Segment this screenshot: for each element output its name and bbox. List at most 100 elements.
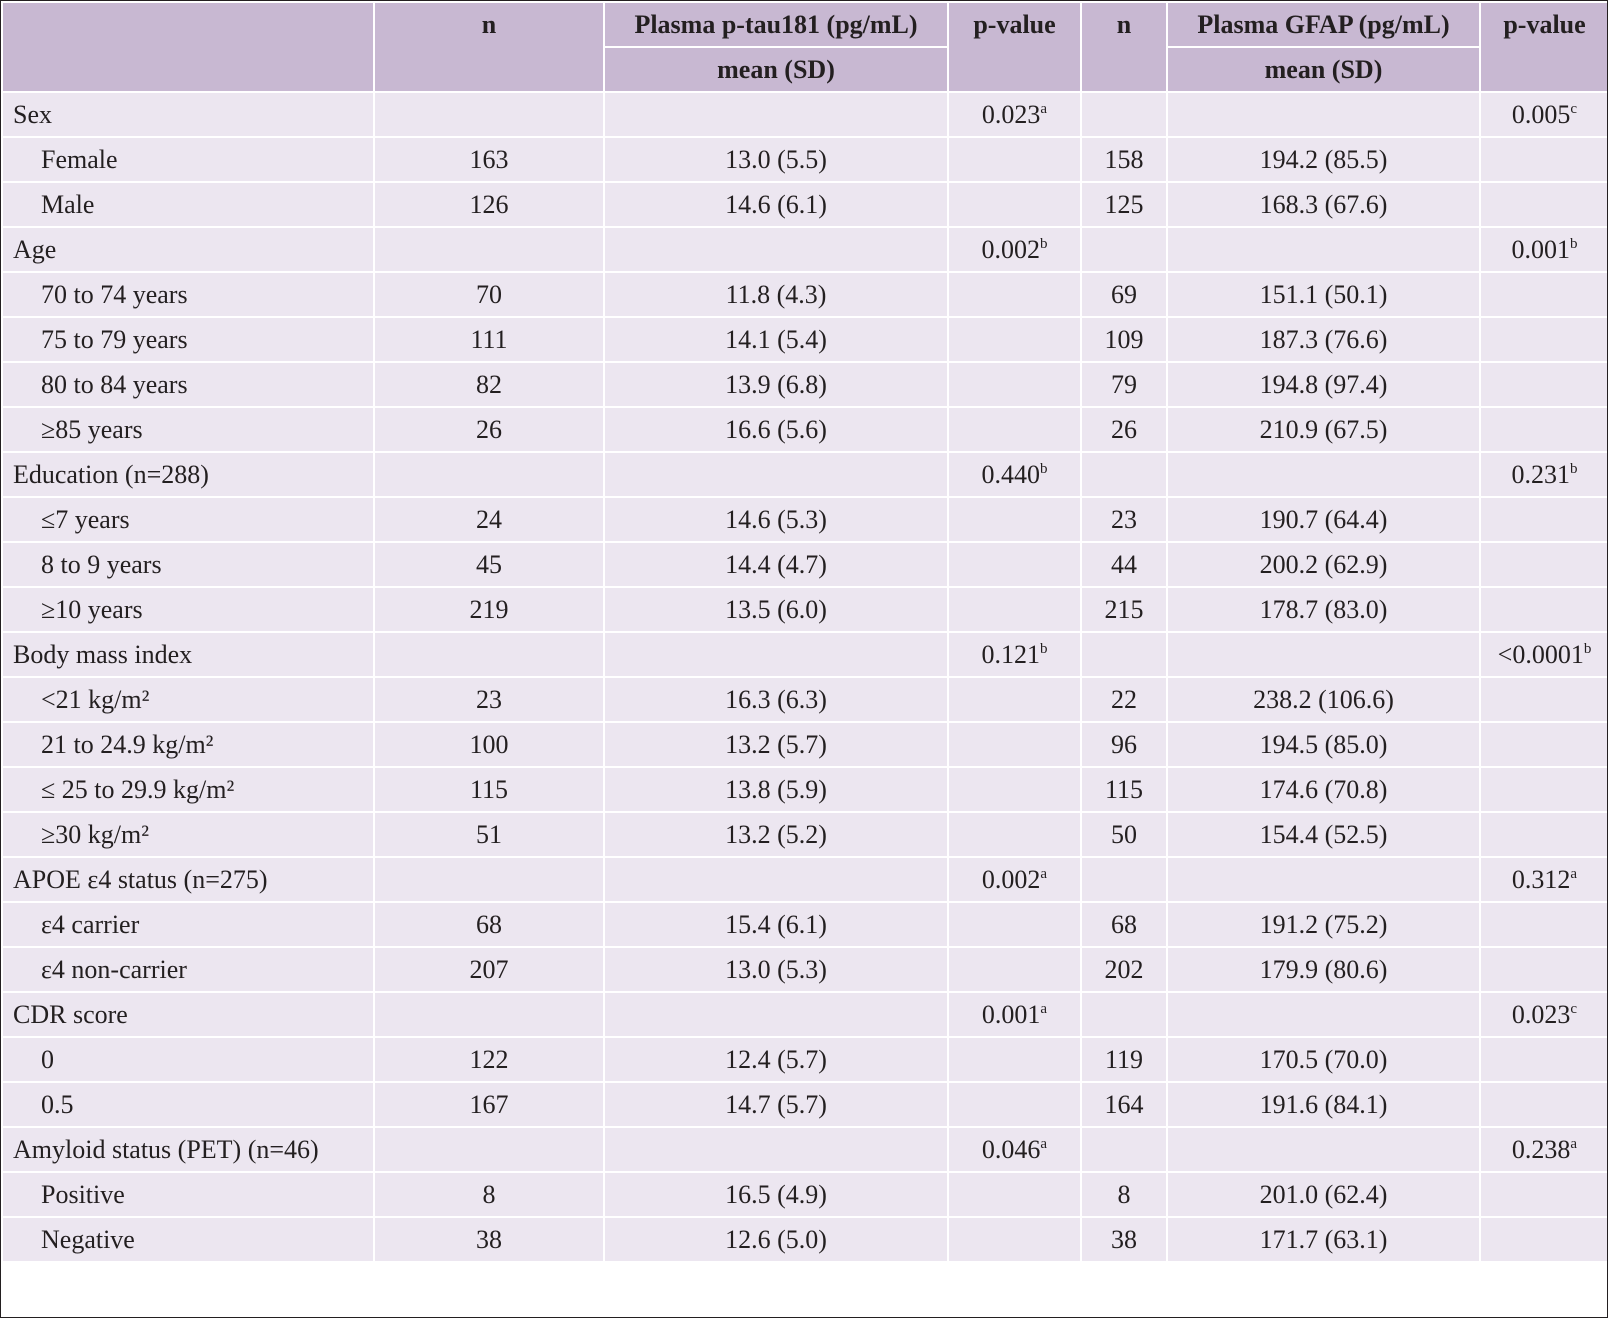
n-ptau-text: 45	[476, 550, 502, 579]
pvalue-footnote-marker: a	[1040, 101, 1048, 117]
n-gfap-cell: 79	[1080, 361, 1168, 408]
n-ptau-text: 26	[476, 415, 502, 444]
n-gfap-cell: 115	[1080, 766, 1168, 813]
gfap-mean-sd-cell: 194.2 (85.5)	[1166, 136, 1481, 183]
gfap-mean-sd-cell	[1166, 856, 1481, 903]
pvalue-gfap-cell	[1479, 811, 1610, 858]
n-gfap-text: 23	[1111, 505, 1137, 534]
gfap-mean-sd-cell: 191.2 (75.2)	[1166, 901, 1481, 948]
pvalue-gfap-cell: 0.023c	[1479, 991, 1610, 1038]
ptau-mean-sd-cell: 13.9 (6.8)	[603, 361, 949, 408]
row-label-cell: ε4 carrier	[1, 901, 375, 948]
row-label-cell: ε4 non-carrier	[1, 946, 375, 993]
n-gfap-text: 158	[1104, 145, 1144, 174]
pvalue-ptau-text: 0.046	[981, 1135, 1041, 1164]
row-label-cell: Negative	[1, 1216, 375, 1263]
pvalue-ptau-text: 0.002	[981, 865, 1041, 894]
pvalue-gfap-cell: 0.312a	[1479, 856, 1610, 903]
pvalue-ptau-cell	[947, 1171, 1082, 1218]
gfap-mean-sd-text: 178.7 (83.0)	[1259, 595, 1388, 624]
ptau-mean-sd-cell: 16.6 (5.6)	[603, 406, 949, 453]
n-ptau-cell: 207	[373, 946, 605, 993]
gfap-mean-sd-cell: 187.3 (76.6)	[1166, 316, 1481, 363]
n-gfap-text: 68	[1111, 910, 1137, 939]
gfap-mean-sd-cell: 179.9 (80.6)	[1166, 946, 1481, 993]
n-ptau-cell: 23	[373, 676, 605, 723]
row-label-cell: ≥30 kg/m²	[1, 811, 375, 858]
row-label-cell: 80 to 84 years	[1, 361, 375, 408]
ptau-mean-sd-text: 13.0 (5.3)	[725, 955, 827, 984]
n-gfap-cell: 109	[1080, 316, 1168, 363]
pvalue-ptau-cell	[947, 1216, 1082, 1263]
ptau-mean-sd-cell: 13.0 (5.5)	[603, 136, 949, 183]
row-label-cell: 0.5	[1, 1081, 375, 1128]
table-row: Positive 8 16.5 (4.9) 8 201.0 (62.4)	[1, 1171, 1610, 1218]
ptau-mean-sd-text: 14.6 (5.3)	[725, 505, 827, 534]
ptau-mean-sd-text: 14.7 (5.7)	[725, 1090, 827, 1119]
table-row: Female 163 13.0 (5.5) 158 194.2 (85.5)	[1, 136, 1610, 183]
table-row: Negative 38 12.6 (5.0) 38 171.7 (63.1)	[1, 1216, 1610, 1263]
header-gfap-title: Plasma GFAP (pg/mL)	[1166, 1, 1481, 48]
n-ptau-cell	[373, 631, 605, 678]
gfap-mean-sd-text: 168.3 (67.6)	[1259, 190, 1388, 219]
gfap-mean-sd-cell	[1166, 631, 1481, 678]
n-gfap-cell: 215	[1080, 586, 1168, 633]
n-ptau-text: 167	[469, 1090, 509, 1119]
table-row: Male 126 14.6 (6.1) 125 168.3 (67.6)	[1, 181, 1610, 228]
n-ptau-cell: 38	[373, 1216, 605, 1263]
n-gfap-cell	[1080, 91, 1168, 138]
n-ptau-text: 163	[469, 145, 509, 174]
ptau-mean-sd-cell: 14.4 (4.7)	[603, 541, 949, 588]
row-label-cell: 75 to 79 years	[1, 316, 375, 363]
pvalue-ptau-cell	[947, 676, 1082, 723]
pvalue-ptau-cell	[947, 181, 1082, 228]
table-row: ε4 non-carrier 207 13.0 (5.3) 202 179.9 (80.…	[1, 946, 1610, 993]
gfap-mean-sd-text: 170.5 (70.0)	[1259, 1045, 1388, 1074]
pvalue-ptau-cell	[947, 946, 1082, 993]
row-label-cell: Amyloid status (PET) (n=46)	[1, 1126, 375, 1173]
table-row: 75 to 79 years 111 14.1 (5.4) 109 187.3 (76.…	[1, 316, 1610, 363]
row-label-cell: 8 to 9 years	[1, 541, 375, 588]
ptau-mean-sd-cell: 16.5 (4.9)	[603, 1171, 949, 1218]
header-row-2: mean (SD) mean (SD)	[2, 46, 1609, 93]
pvalue-gfap-cell	[1479, 271, 1610, 318]
pvalue-gfap-cell	[1479, 901, 1610, 948]
header-n-gfap: n	[1080, 1, 1168, 93]
ptau-mean-sd-cell: 13.2 (5.7)	[603, 721, 949, 768]
pvalue-gfap-cell	[1479, 361, 1610, 408]
pvalue-ptau-cell	[947, 1081, 1082, 1128]
ptau-mean-sd-text: 16.6 (5.6)	[725, 415, 827, 444]
n-ptau-text: 219	[469, 595, 509, 624]
n-gfap-cell: 22	[1080, 676, 1168, 723]
n-ptau-cell: 100	[373, 721, 605, 768]
pvalue-ptau-cell: 0.023a	[947, 91, 1082, 138]
row-label-text: 80 to 84 years	[41, 370, 188, 399]
ptau-mean-sd-cell: 14.6 (6.1)	[603, 181, 949, 228]
pvalue-ptau-cell	[947, 586, 1082, 633]
n-gfap-cell: 8	[1080, 1171, 1168, 1218]
row-label-text: 70 to 74 years	[41, 280, 188, 309]
gfap-mean-sd-text: 191.6 (84.1)	[1259, 1090, 1388, 1119]
gfap-mean-sd-cell: 174.6 (70.8)	[1166, 766, 1481, 813]
table-row: ε4 carrier 68 15.4 (6.1) 68 191.2 (75.2)	[1, 901, 1610, 948]
row-label-text: ε4 carrier	[41, 910, 140, 939]
n-gfap-text: 50	[1111, 820, 1137, 849]
n-ptau-cell: 82	[373, 361, 605, 408]
n-ptau-text: 23	[476, 685, 502, 714]
pvalue-gfap-text: <0.0001	[1497, 640, 1584, 669]
ptau-mean-sd-cell: 13.5 (6.0)	[603, 586, 949, 633]
row-label-cell: APOE ε4 status (n=275)	[1, 856, 375, 903]
row-label-text: 8 to 9 years	[41, 550, 162, 579]
pvalue-ptau-cell	[947, 721, 1082, 768]
pvalue-gfap-cell	[1479, 181, 1610, 228]
pvalue-gfap-text: 0.023	[1511, 1000, 1571, 1029]
row-label-text: Positive	[41, 1180, 125, 1209]
pvalue-ptau-cell	[947, 541, 1082, 588]
ptau-mean-sd-text: 14.4 (4.7)	[725, 550, 827, 579]
ptau-mean-sd-cell: 13.8 (5.9)	[603, 766, 949, 813]
table-row: 21 to 24.9 kg/m² 100 13.2 (5.7) 96 194.5 (85…	[1, 721, 1610, 768]
n-gfap-cell: 202	[1080, 946, 1168, 993]
ptau-mean-sd-text: 12.6 (5.0)	[725, 1225, 827, 1254]
n-ptau-cell: 115	[373, 766, 605, 813]
row-label-cell: Body mass index	[1, 631, 375, 678]
